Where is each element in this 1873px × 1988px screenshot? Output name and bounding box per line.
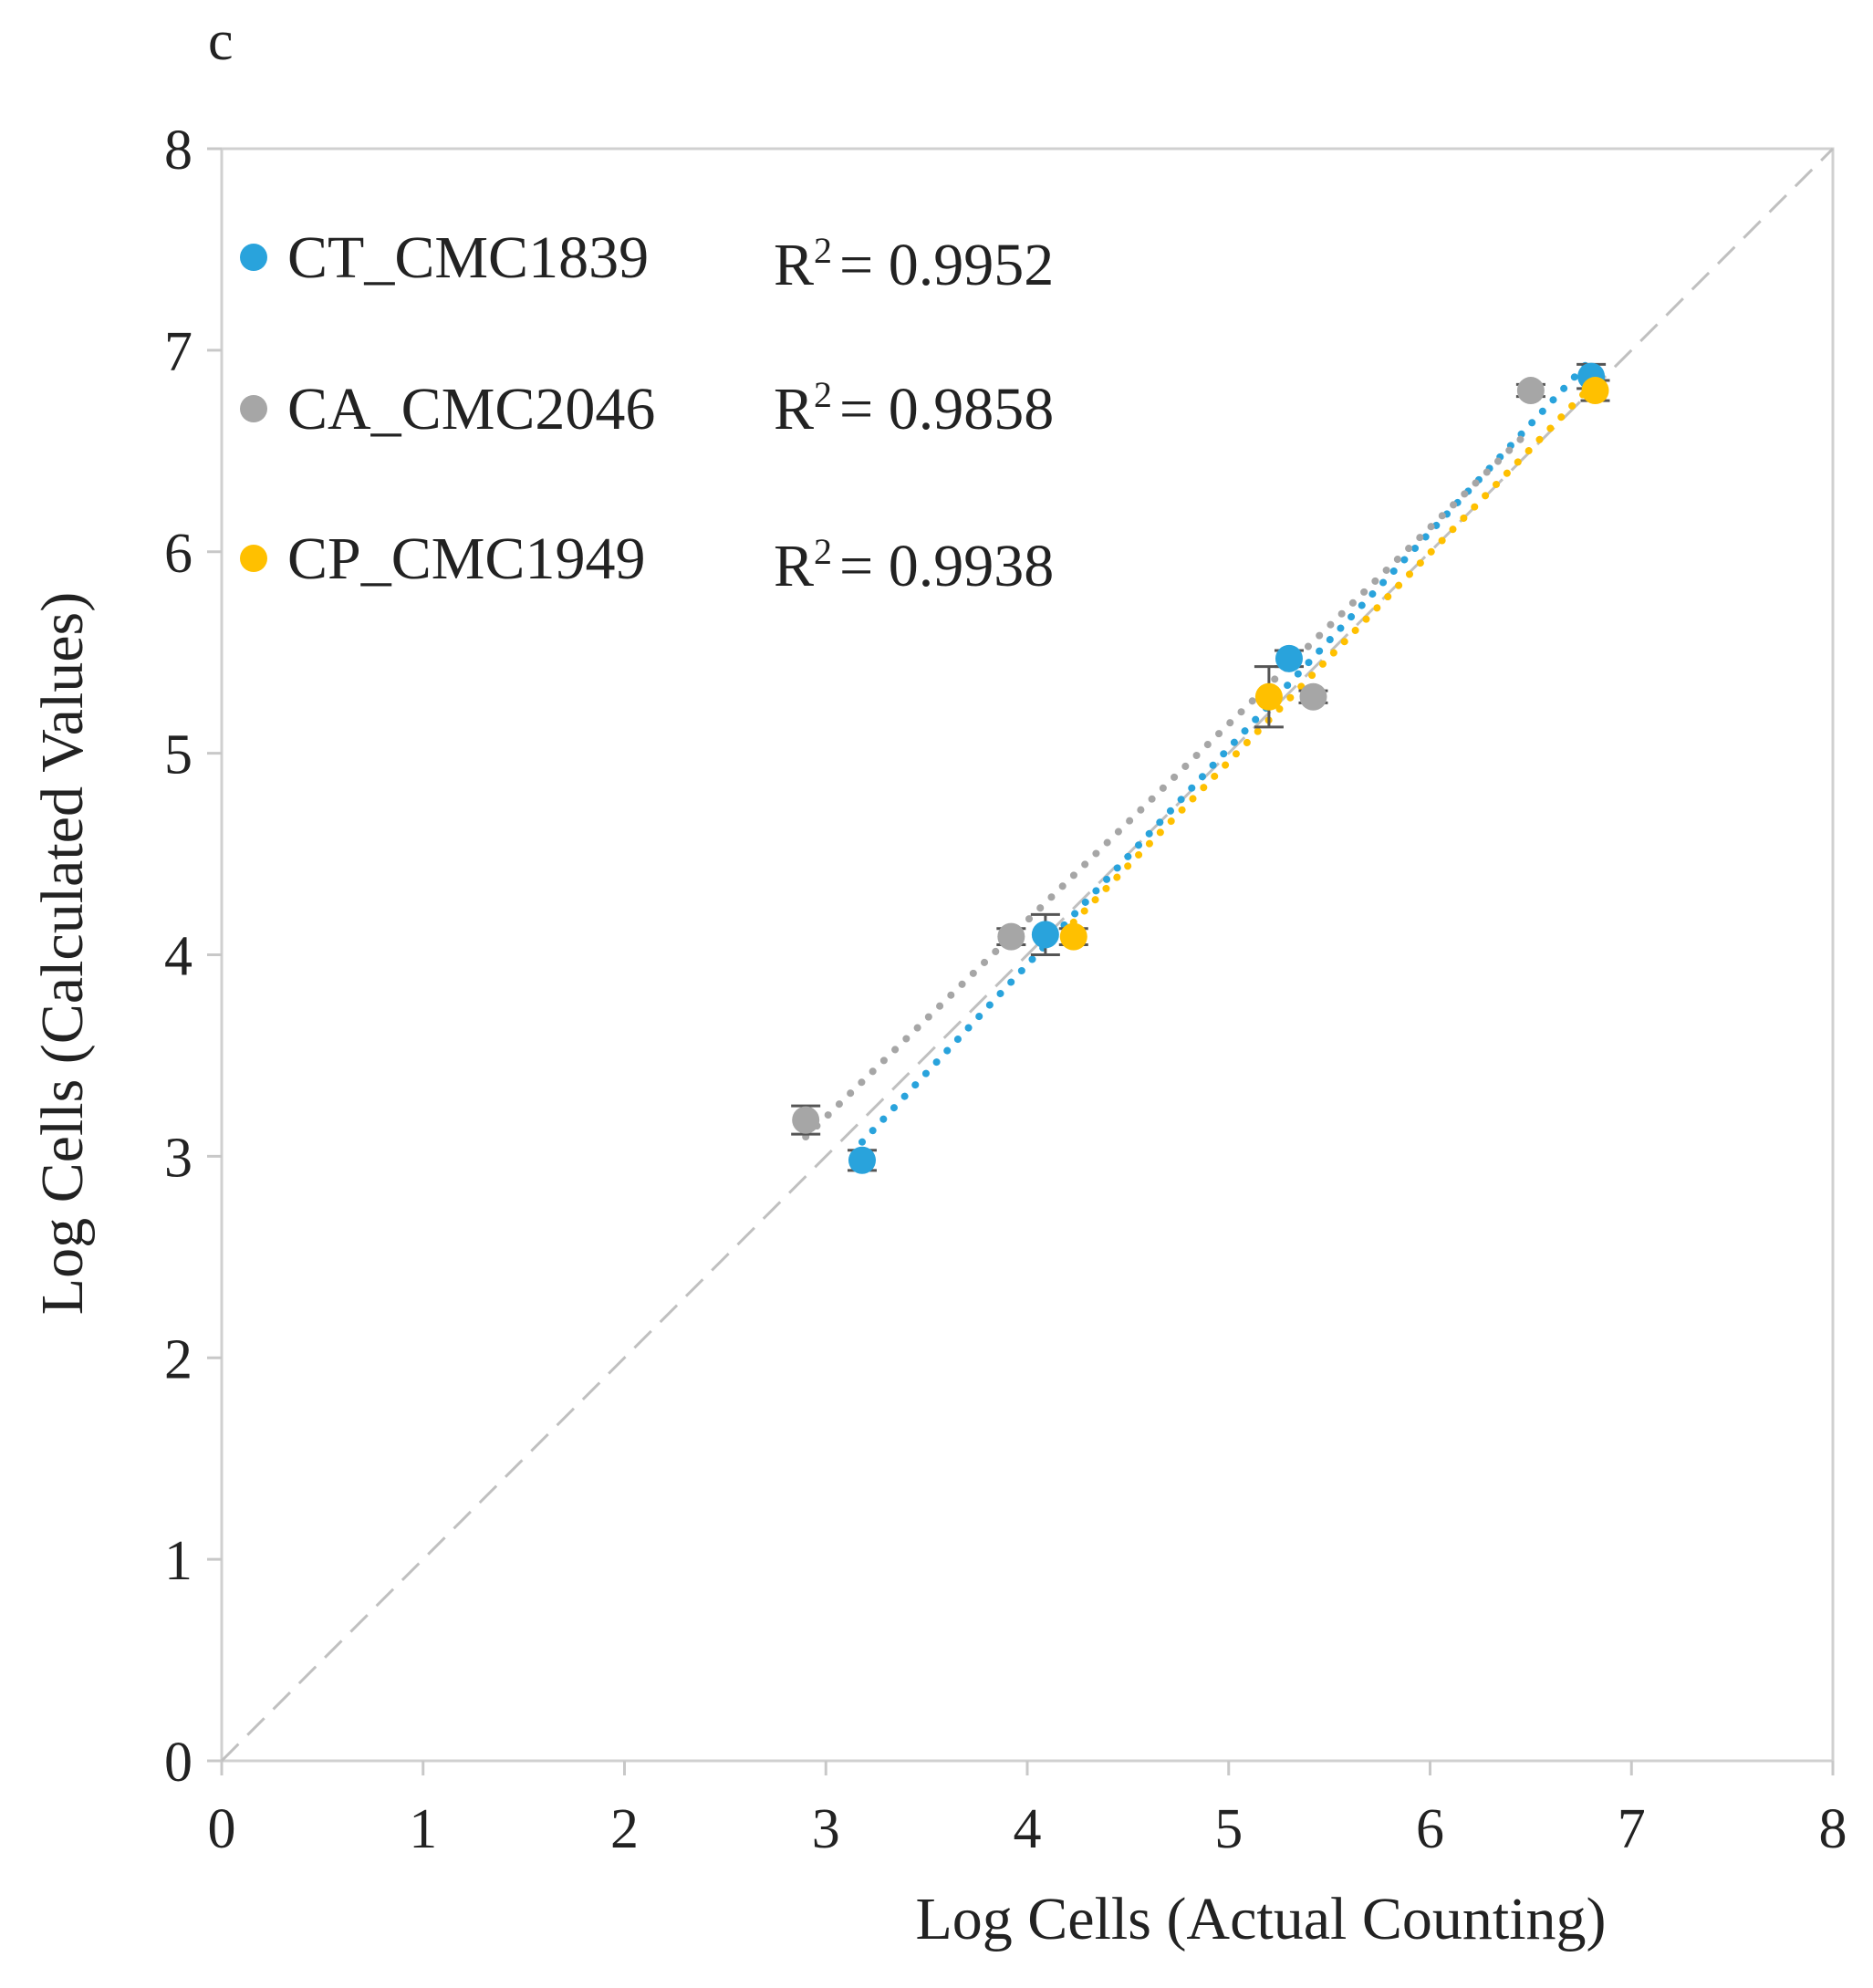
data-point-CT_CMC1839-0	[848, 1146, 876, 1174]
data-point-CP_CMC1949-0	[1059, 922, 1087, 951]
data-point-CA_CMC2046-1	[997, 922, 1025, 951]
r-squared-base: R	[774, 376, 814, 442]
trendline-CT_CMC1839	[858, 355, 1596, 1146]
legend-marker-CT_CMC1839	[240, 244, 267, 271]
data-point-CA_CMC2046-2	[1299, 682, 1327, 711]
x-tick-label: 2	[610, 1798, 639, 1860]
axes-layer	[207, 147, 1835, 1775]
panel-label: c	[208, 10, 234, 72]
legend-label: CA_CMC2046	[287, 376, 655, 442]
y-tick-label: 4	[164, 926, 193, 988]
x-tick-label: 7	[1618, 1798, 1646, 1860]
y-tick-label: 0	[164, 1732, 193, 1794]
legend-label: CT_CMC1839	[287, 224, 649, 291]
r-squared-base: R	[774, 533, 814, 599]
data-point-CT_CMC1839-1	[1031, 921, 1059, 949]
data-point-layer	[792, 362, 1609, 1174]
data-point-CA_CMC2046-3	[1516, 377, 1545, 405]
x-tick-label: 5	[1214, 1798, 1243, 1860]
trendline-CA_CMC2046	[802, 425, 1535, 1141]
data-point-CT_CMC1839-2	[1275, 644, 1303, 672]
r-squared-value: = 0.9938	[839, 533, 1054, 599]
x-tick-label: 0	[208, 1798, 236, 1860]
r-squared-value: = 0.9858	[839, 376, 1054, 442]
r-squared-superscript: 2	[814, 374, 832, 415]
x-tick-label: 3	[812, 1798, 840, 1860]
x-tick-label: 6	[1416, 1798, 1444, 1860]
trendline-layer	[802, 355, 1599, 1146]
r-squared-base: R	[774, 232, 814, 298]
x-tick-label: 8	[1819, 1798, 1847, 1860]
r-squared-label: R2 = 0.9858	[774, 374, 1054, 442]
data-point-CP_CMC1949-2	[1581, 377, 1609, 405]
r-squared-superscript: 2	[814, 230, 832, 271]
y-tick-label: 6	[164, 523, 193, 585]
legend-marker-CP_CMC1949	[240, 545, 267, 572]
y-axis-title: Log Cells (Calculated Values)	[29, 592, 96, 1315]
r-squared-label: R2 = 0.9938	[774, 531, 1054, 599]
legend-label: CP_CMC1949	[287, 526, 645, 592]
error-bar-layer	[791, 362, 1610, 1172]
y-tick-label: 5	[164, 724, 193, 786]
y-tick-label: 1	[164, 1530, 193, 1592]
r-squared-superscript: 2	[814, 531, 832, 572]
x-axis-title: Log Cells (Actual Counting)	[915, 1886, 1606, 1952]
x-tick-label: 1	[409, 1798, 437, 1860]
r-squared-label: R2 = 0.9952	[774, 230, 1054, 298]
data-point-CP_CMC1949-1	[1254, 682, 1283, 711]
legend-marker-CA_CMC2046	[240, 395, 267, 422]
y-tick-label: 8	[164, 120, 193, 182]
x-tick-label: 4	[1014, 1798, 1042, 1860]
r-squared-value: = 0.9952	[839, 232, 1054, 298]
tick-label-layer: 0 1 2 3 4 5 6 7 8 0 1 2 3 4 5 6 7 8	[164, 120, 1847, 1860]
y-tick-label: 3	[164, 1127, 193, 1189]
trendline-CP_CMC1949	[1069, 378, 1599, 926]
y-tick-label: 7	[164, 321, 193, 383]
data-point-CA_CMC2046-0	[792, 1106, 820, 1134]
y-tick-label: 2	[164, 1328, 193, 1390]
